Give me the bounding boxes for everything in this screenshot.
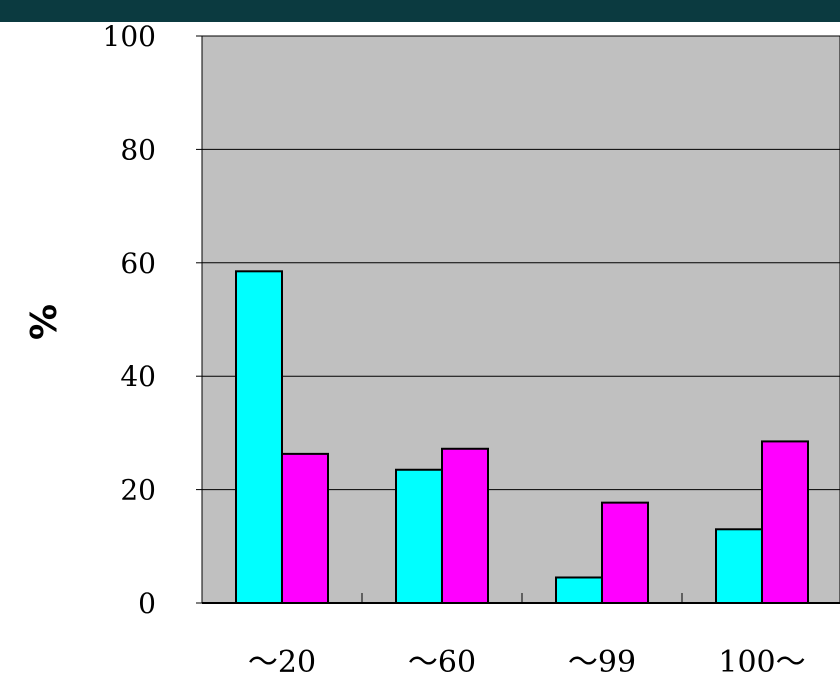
bar-series-2-4 [761,440,809,604]
x-category-label: ～60 [408,645,476,680]
bar-series-1-2 [395,468,443,604]
y-tick-labels: 0 20 40 60 80 100 [103,20,156,620]
x-category-labels: ～20 ～60 ～99 100～ [248,645,806,680]
header-band [0,0,840,22]
x-category-label: ～20 [248,645,316,680]
x-category-label: ～99 [568,645,636,680]
bar-series-2-2 [441,447,489,604]
y-tick-label: 40 [120,360,156,393]
bar-series-2-1 [281,452,329,604]
bar-series-2-3 [601,501,649,604]
y-axis-label: % [24,304,65,340]
y-tick-label: 80 [120,133,156,166]
y-tick-label: 60 [120,247,156,280]
axes [201,36,840,604]
gridlines [196,35,840,604]
bar-series-1-3 [555,576,603,604]
y-tick-label: 0 [138,587,156,620]
x-category-label: 100～ [718,645,805,680]
y-tick-label: 20 [120,474,156,507]
bar-series-1-4 [715,528,763,604]
bars [235,270,809,604]
y-tick-label: 100 [103,20,156,53]
bar-series-1-1 [235,270,283,604]
